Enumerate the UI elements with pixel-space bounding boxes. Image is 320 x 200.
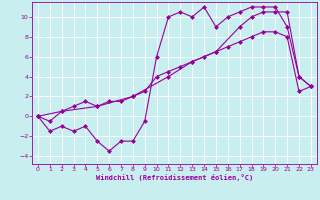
X-axis label: Windchill (Refroidissement éolien,°C): Windchill (Refroidissement éolien,°C) bbox=[96, 174, 253, 181]
